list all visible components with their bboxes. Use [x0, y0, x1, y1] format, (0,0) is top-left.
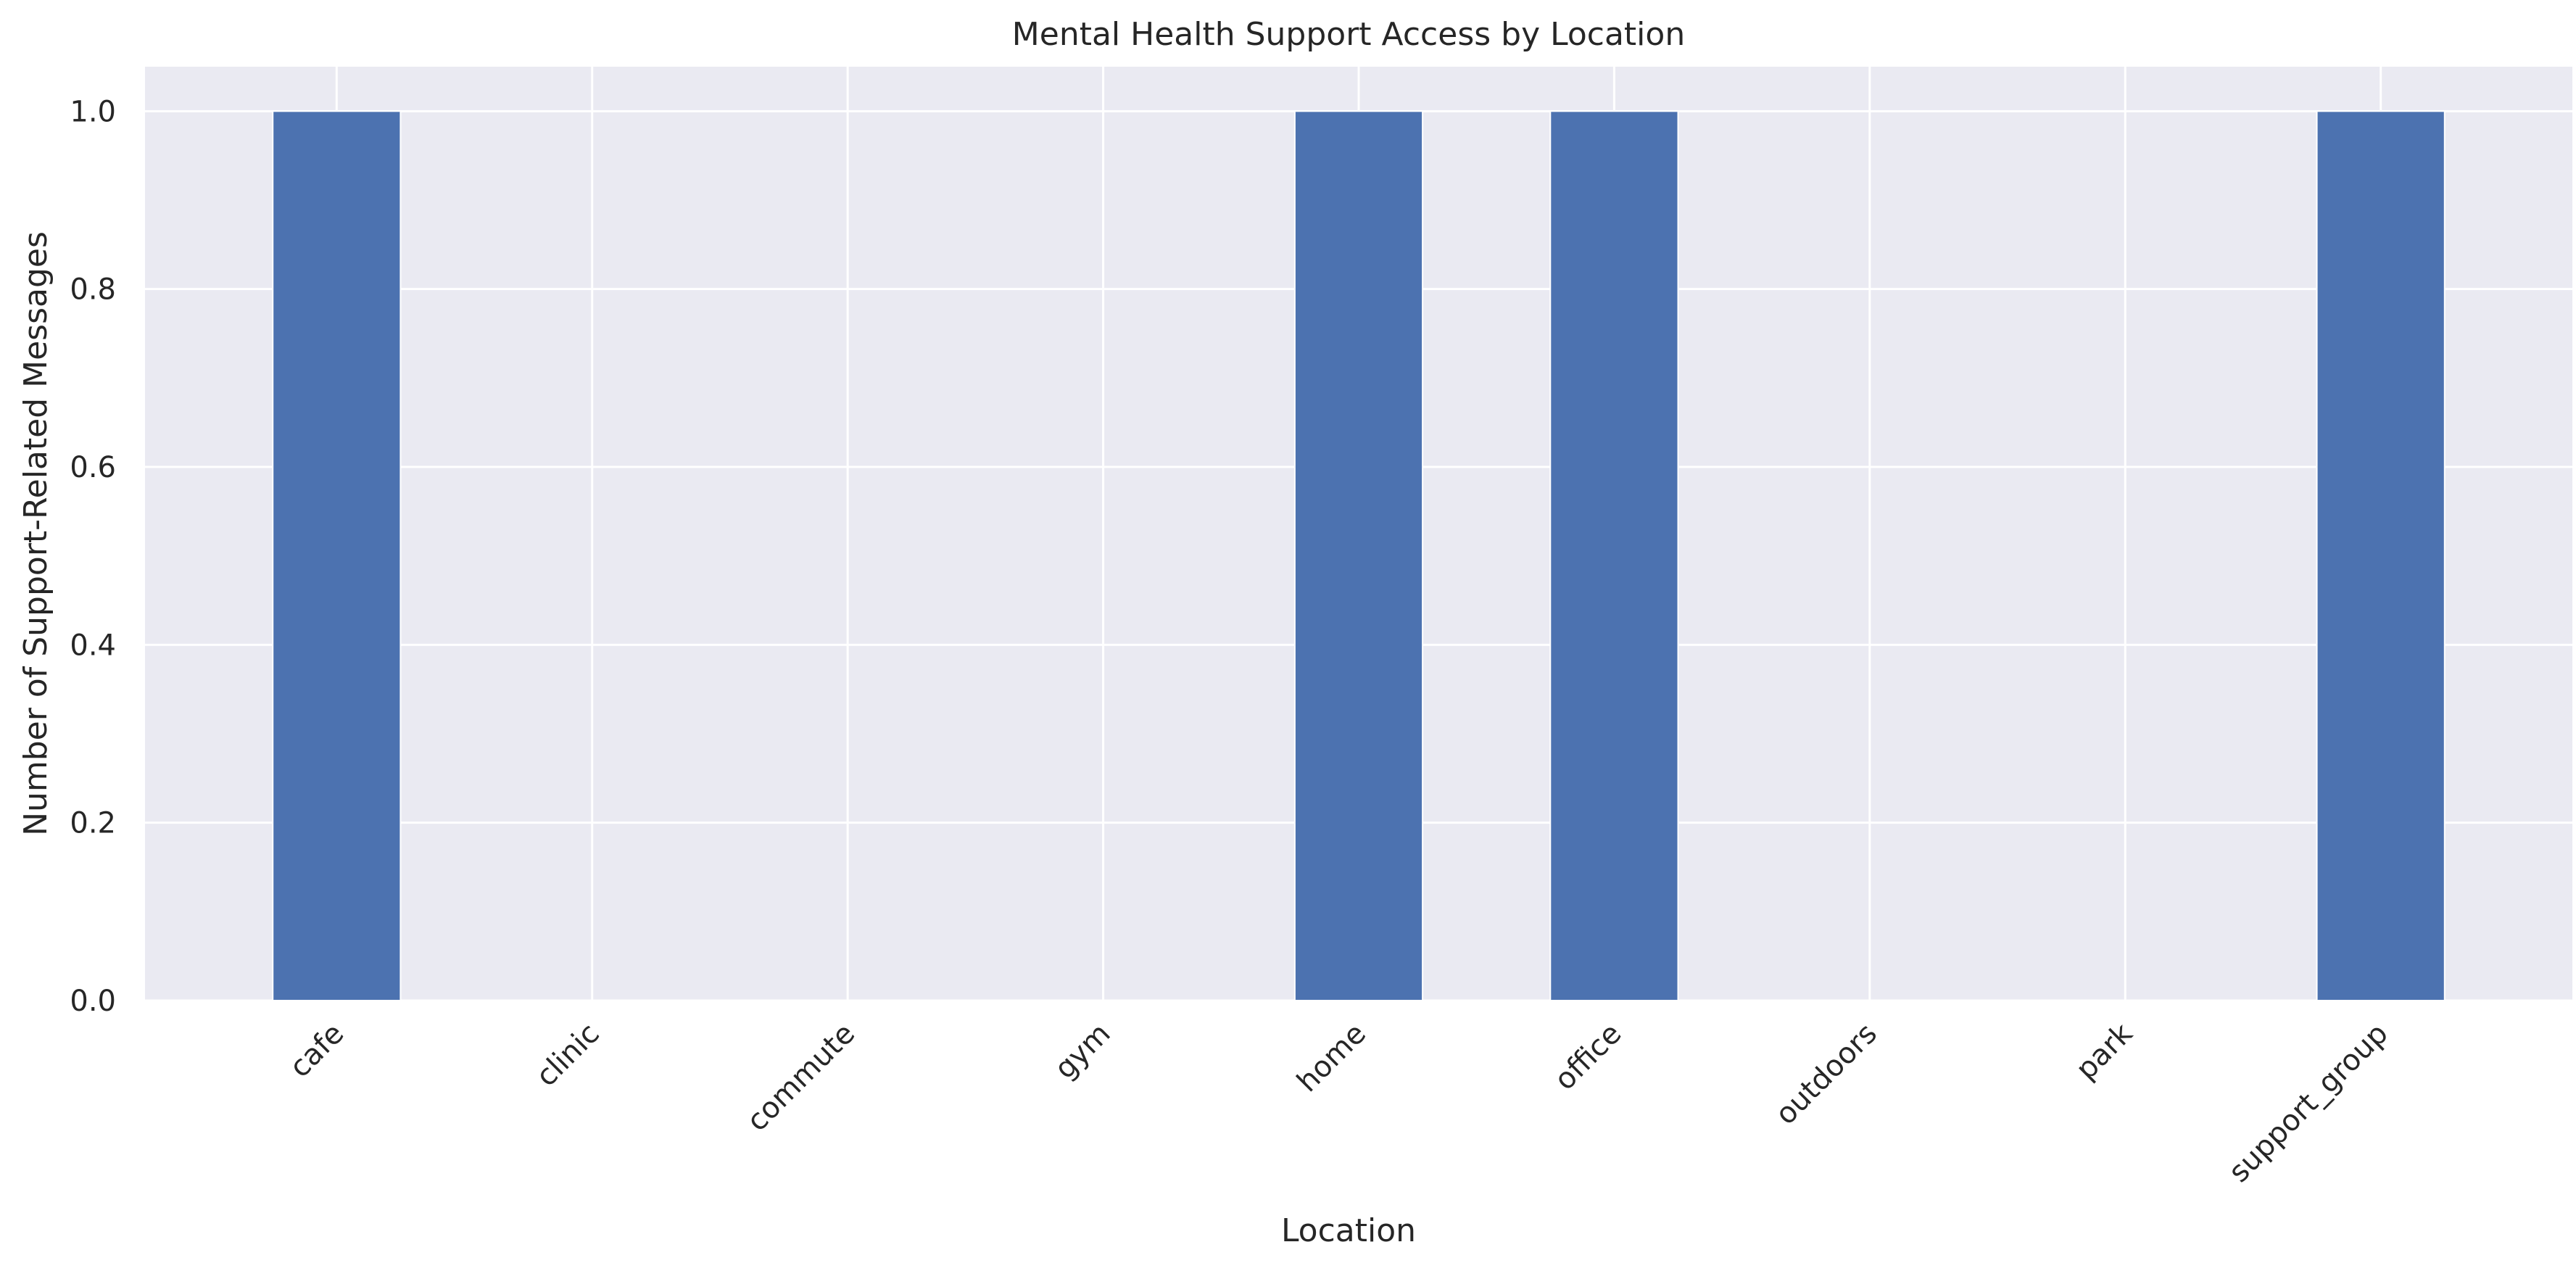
bar-home	[1293, 110, 1424, 1001]
x-tick-label: office	[1548, 1017, 1628, 1097]
y-tick-label: 0.8	[70, 273, 116, 307]
x-axis-ticks: cafe clinic commute gym home office outdoors pa…	[283, 1017, 2395, 1189]
x-tick-label: home	[1291, 1017, 1372, 1099]
y-tick-label: 0.4	[70, 629, 116, 662]
x-tick-label: commute	[740, 1017, 861, 1138]
bars	[272, 110, 2445, 1001]
bar-office	[1549, 110, 1679, 1001]
bar-cafe	[272, 110, 402, 1001]
x-tick-label: support_group	[2222, 1017, 2394, 1189]
x-axis-label: Location	[1281, 1212, 1416, 1249]
x-tick-label: cafe	[283, 1017, 351, 1085]
y-tick-label: 0.0	[70, 985, 116, 1018]
x-tick-label: gym	[1048, 1017, 1117, 1086]
chart-title: Mental Health Support Access by Location	[1012, 16, 1685, 53]
y-axis-label: Number of Support-Related Messages	[17, 231, 54, 836]
y-axis-ticks: 0.0 0.2 0.4 0.6 0.8 1.0	[70, 95, 116, 1018]
y-tick-label: 0.2	[70, 807, 116, 840]
x-tick-label: clinic	[530, 1017, 606, 1093]
x-tick-label: outdoors	[1769, 1017, 1884, 1132]
y-tick-label: 0.6	[70, 451, 116, 484]
bar-support_group	[2316, 110, 2445, 1001]
x-tick-label: park	[2070, 1017, 2140, 1086]
y-tick-label: 1.0	[70, 95, 116, 128]
